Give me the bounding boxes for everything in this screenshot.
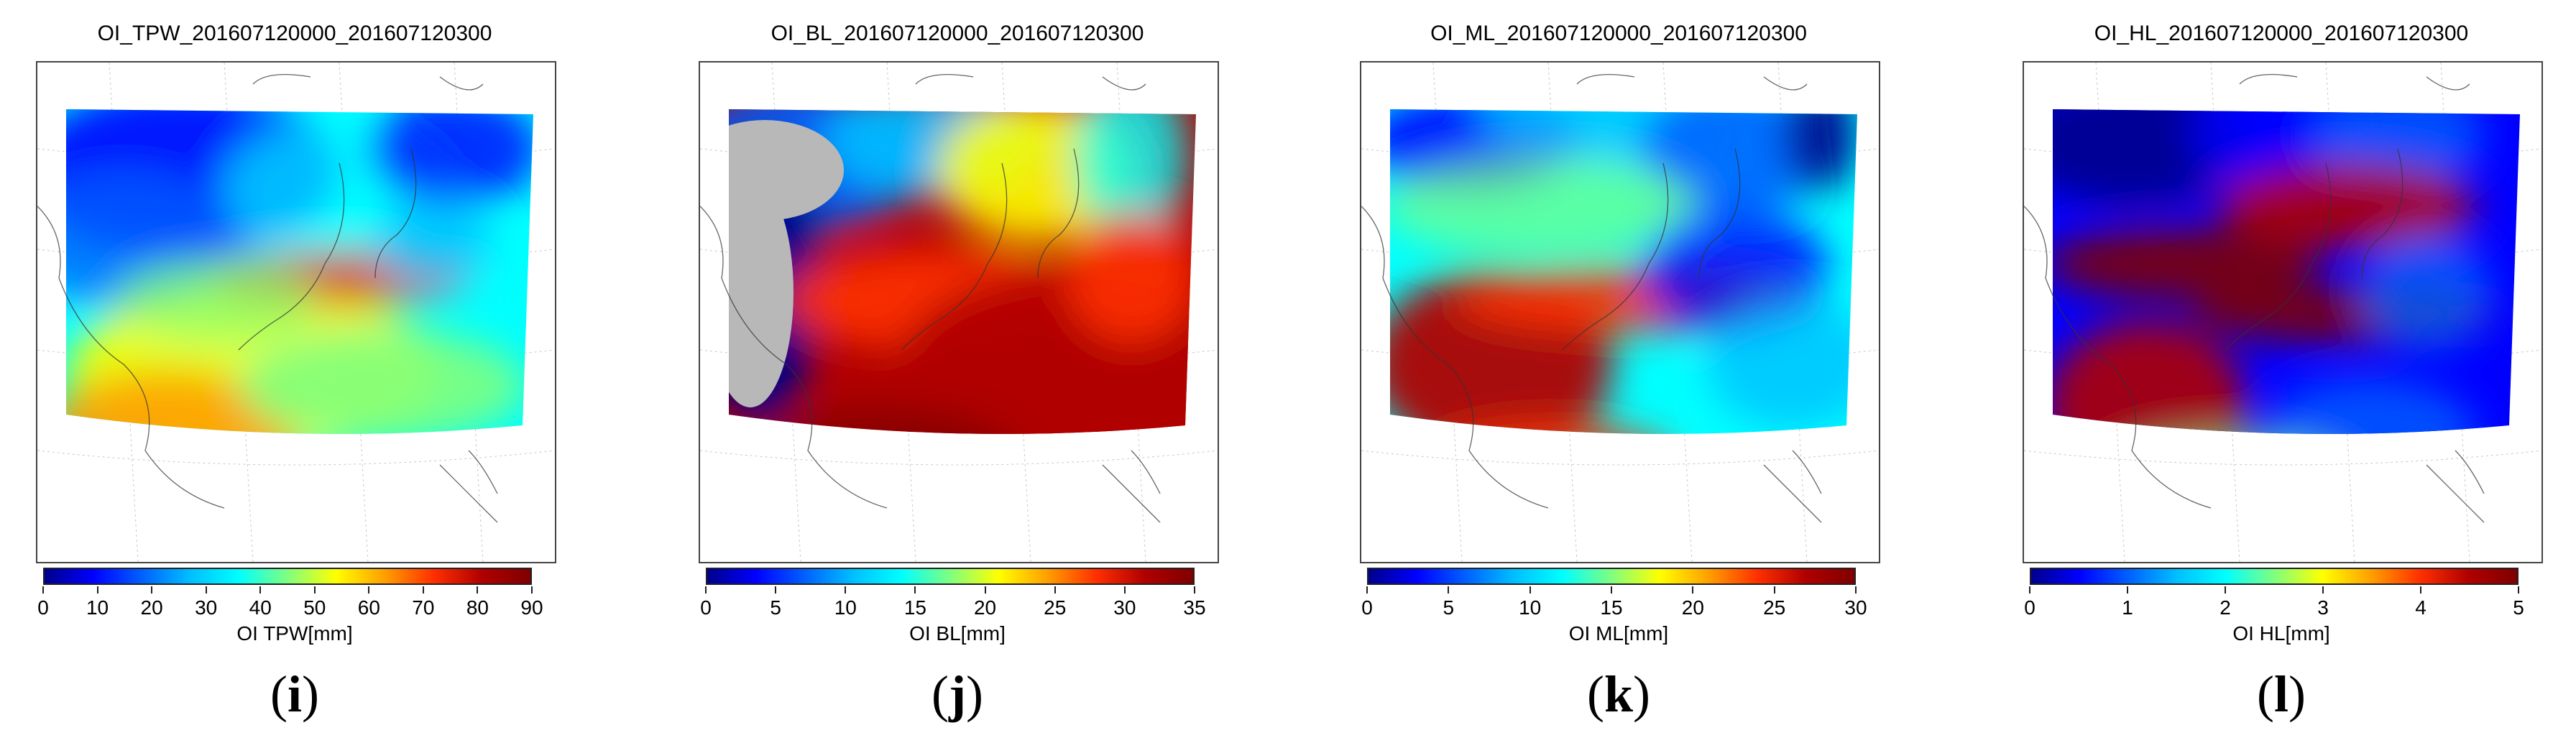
- colorbar-tick: [2322, 586, 2324, 594]
- colorbar-tick-label: 60: [357, 596, 380, 619]
- panel-title: OI_BL_201607120000_201607120300: [770, 22, 1144, 45]
- map-svg: [37, 63, 555, 562]
- colorbar-tick: [477, 586, 479, 594]
- colorbar-tick-label: 90: [520, 596, 543, 619]
- colorbar-tick: [1529, 586, 1531, 594]
- panel-title: OI_TPW_201607120000_201607120300: [97, 22, 492, 45]
- colorbar-tick-label: 5: [2513, 596, 2524, 619]
- panel-bl: OI_BL_201607120000_201607120300 0 5 10 15 20…: [663, 0, 1252, 748]
- colorbar-tick: [1123, 586, 1126, 594]
- panel-hl: OI_HL_201607120000_201607120300 0 1 2 3 4 5 O…: [1987, 0, 2576, 748]
- colorbar: [1367, 568, 1856, 585]
- colorbar-tick: [1054, 586, 1056, 594]
- colorbar-ticks: [1366, 586, 1857, 595]
- colorbar-tick: [2518, 586, 2519, 594]
- colorbar-tick-label: 25: [1763, 596, 1786, 619]
- colorbar-tick: [705, 586, 707, 594]
- colorbar-tick: [422, 586, 424, 594]
- colorbar-ticks: [42, 586, 533, 595]
- colorbar-tick: [313, 586, 316, 594]
- colorbar-tick: [1448, 586, 1450, 594]
- colorbar-tick: [368, 586, 370, 594]
- colorbar-tick-label: 15: [1600, 596, 1623, 619]
- colorbar-tick: [775, 586, 777, 594]
- colorbar-tick-label: 0: [2024, 596, 2036, 619]
- colorbar-tick-label: 0: [37, 596, 49, 619]
- map-svg: [700, 63, 1218, 562]
- colorbar-tick: [531, 586, 533, 594]
- colorbar-tick: [2420, 586, 2421, 594]
- colorbar-tick-label: 5: [1443, 596, 1455, 619]
- colorbar-tick-label: 30: [1113, 596, 1136, 619]
- colorbar-tick-label: 2: [2220, 596, 2231, 619]
- panel-letter: (l): [2257, 665, 2306, 723]
- colorbar-tick-label: 20: [1681, 596, 1704, 619]
- panel-letter: (j): [932, 665, 983, 723]
- colorbar-tick: [2127, 586, 2128, 594]
- colorbar-tick-label: 4: [2415, 596, 2426, 619]
- colorbar-tick-label: 30: [195, 596, 218, 619]
- colorbar-tick: [259, 586, 262, 594]
- panel-tpw: OI_TPW_201607120000_201607120300 0 10 20 30…: [0, 0, 589, 748]
- map-plot: [1360, 61, 1880, 563]
- map-svg: [2024, 63, 2542, 562]
- colorbar-tick-label: 0: [700, 596, 712, 619]
- colorbar-tick-labels: 0 10 20 30 40 50 60 70 80 90: [37, 596, 543, 621]
- colorbar-tick: [984, 586, 986, 594]
- colorbar-tick: [1692, 586, 1694, 594]
- panel-letter: (k): [1586, 665, 1650, 723]
- colorbar-tick-label: 10: [86, 596, 109, 619]
- colorbar-tick: [2225, 586, 2226, 594]
- colorbar-tick-label: 20: [973, 596, 997, 619]
- colorbar-tick: [96, 586, 98, 594]
- colorbar-tick-label: 10: [1519, 596, 1542, 619]
- colorbar-ticks: [2029, 586, 2519, 595]
- map-svg: [1361, 63, 1879, 562]
- colorbar-tick: [1194, 586, 1195, 594]
- colorbar-tick: [1366, 586, 1368, 594]
- colorbar-tick-label: 35: [1183, 596, 1206, 619]
- colorbar-tick-label: 15: [903, 596, 926, 619]
- colorbar-tick-label: 25: [1044, 596, 1067, 619]
- colorbar-tick-label: 5: [770, 596, 781, 619]
- colorbar: [706, 568, 1195, 585]
- colorbar-tick-label: 30: [1844, 596, 1867, 619]
- colorbar-label: OI TPW[mm]: [236, 622, 353, 645]
- colorbar-tick-label: 3: [2317, 596, 2329, 619]
- colorbar-tick-label: 20: [140, 596, 163, 619]
- colorbar-tick: [1611, 586, 1612, 594]
- map-plot: [699, 61, 1219, 563]
- colorbar-tick-labels: 0 1 2 3 4 5: [2024, 596, 2524, 621]
- colorbar: [2030, 568, 2518, 585]
- colorbar-tick: [1773, 586, 1775, 594]
- colorbar-tick-label: 10: [834, 596, 857, 619]
- colorbar-tick-labels: 0 5 10 15 20 25 30 35: [700, 596, 1205, 621]
- colorbar-tick-label: 40: [249, 596, 272, 619]
- panel-title: OI_HL_201607120000_201607120300: [2094, 22, 2469, 45]
- colorbar-tick: [1855, 586, 1857, 594]
- colorbar-tick-label: 80: [466, 596, 489, 619]
- map-plot: [2023, 61, 2543, 563]
- colorbar-label: OI HL[mm]: [2232, 622, 2330, 645]
- map-plot: [36, 61, 556, 563]
- colorbar-ticks: [705, 586, 1195, 595]
- colorbar-label: OI ML[mm]: [1568, 622, 1669, 645]
- colorbar: [43, 568, 532, 585]
- colorbar-tick: [151, 586, 153, 594]
- colorbar-tick-labels: 0 5 10 15 20 25 30: [1361, 596, 1867, 621]
- colorbar-tick: [914, 586, 916, 594]
- colorbar-tick-label: 70: [412, 596, 435, 619]
- colorbar-tick-label: 50: [303, 596, 326, 619]
- colorbar-label: OI BL[mm]: [909, 622, 1006, 645]
- colorbar-tick: [845, 586, 847, 594]
- panel-letter: (i): [270, 665, 319, 723]
- colorbar-tick-label: 1: [2122, 596, 2133, 619]
- colorbar-tick: [205, 586, 207, 594]
- panel-title: OI_ML_201607120000_201607120300: [1430, 22, 1807, 45]
- colorbar-tick-label: 0: [1361, 596, 1373, 619]
- colorbar-tick: [2029, 586, 2030, 594]
- panel-ml: OI_ML_201607120000_201607120300 0 5 10 15 20…: [1324, 0, 1913, 748]
- colorbar-tick: [42, 586, 44, 594]
